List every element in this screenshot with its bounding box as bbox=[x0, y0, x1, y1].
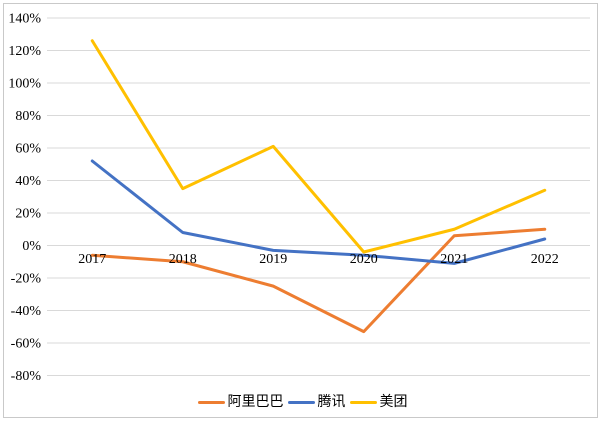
y-axis-tick-label: 140% bbox=[8, 12, 41, 27]
y-axis-tick-label: 100% bbox=[8, 77, 41, 92]
y-axis-tick-label: 80% bbox=[15, 109, 41, 124]
y-axis-tick-label: -80% bbox=[11, 369, 42, 384]
x-axis-tick-label: 2017 bbox=[78, 252, 106, 267]
x-axis-tick-label: 2022 bbox=[531, 252, 559, 267]
y-axis-tick-label: -40% bbox=[11, 304, 42, 319]
legend-label-meituan: 美团 bbox=[379, 395, 408, 410]
y-axis-tick-label: 0% bbox=[22, 239, 41, 254]
y-axis-tick-label: 20% bbox=[15, 207, 41, 222]
y-axis-tick-label: -20% bbox=[11, 272, 42, 287]
y-axis-tick-label: 60% bbox=[15, 142, 41, 157]
series-line-meituan bbox=[90, 39, 547, 254]
series-line-alibaba bbox=[90, 227, 547, 334]
legend-label-tencent: 腾讯 bbox=[317, 395, 346, 410]
legend-item-alibaba: 阿里巴巴 bbox=[197, 394, 284, 411]
x-axis-tick-label: 2018 bbox=[169, 252, 197, 267]
legend-line-swatch-alibaba bbox=[197, 401, 225, 404]
chart-legend: 阿里巴巴 腾讯 美团 bbox=[0, 394, 605, 411]
legend-label-alibaba: 阿里巴巴 bbox=[227, 395, 284, 410]
y-axis-tick-label: -60% bbox=[11, 337, 42, 352]
x-axis-tick-label: 2019 bbox=[259, 252, 287, 267]
series-line-tencent bbox=[90, 159, 547, 265]
x-axis-tick-label: 2021 bbox=[440, 252, 468, 267]
x-axis-tick-label: 2020 bbox=[350, 252, 378, 267]
legend-item-meituan: 美团 bbox=[349, 394, 408, 411]
legend-item-tencent: 腾讯 bbox=[287, 394, 346, 411]
legend-line-swatch-meituan bbox=[349, 401, 377, 404]
y-axis-tick-label: 120% bbox=[8, 44, 41, 59]
y-axis-tick-label: 40% bbox=[15, 174, 41, 189]
legend-line-swatch-tencent bbox=[287, 401, 315, 404]
